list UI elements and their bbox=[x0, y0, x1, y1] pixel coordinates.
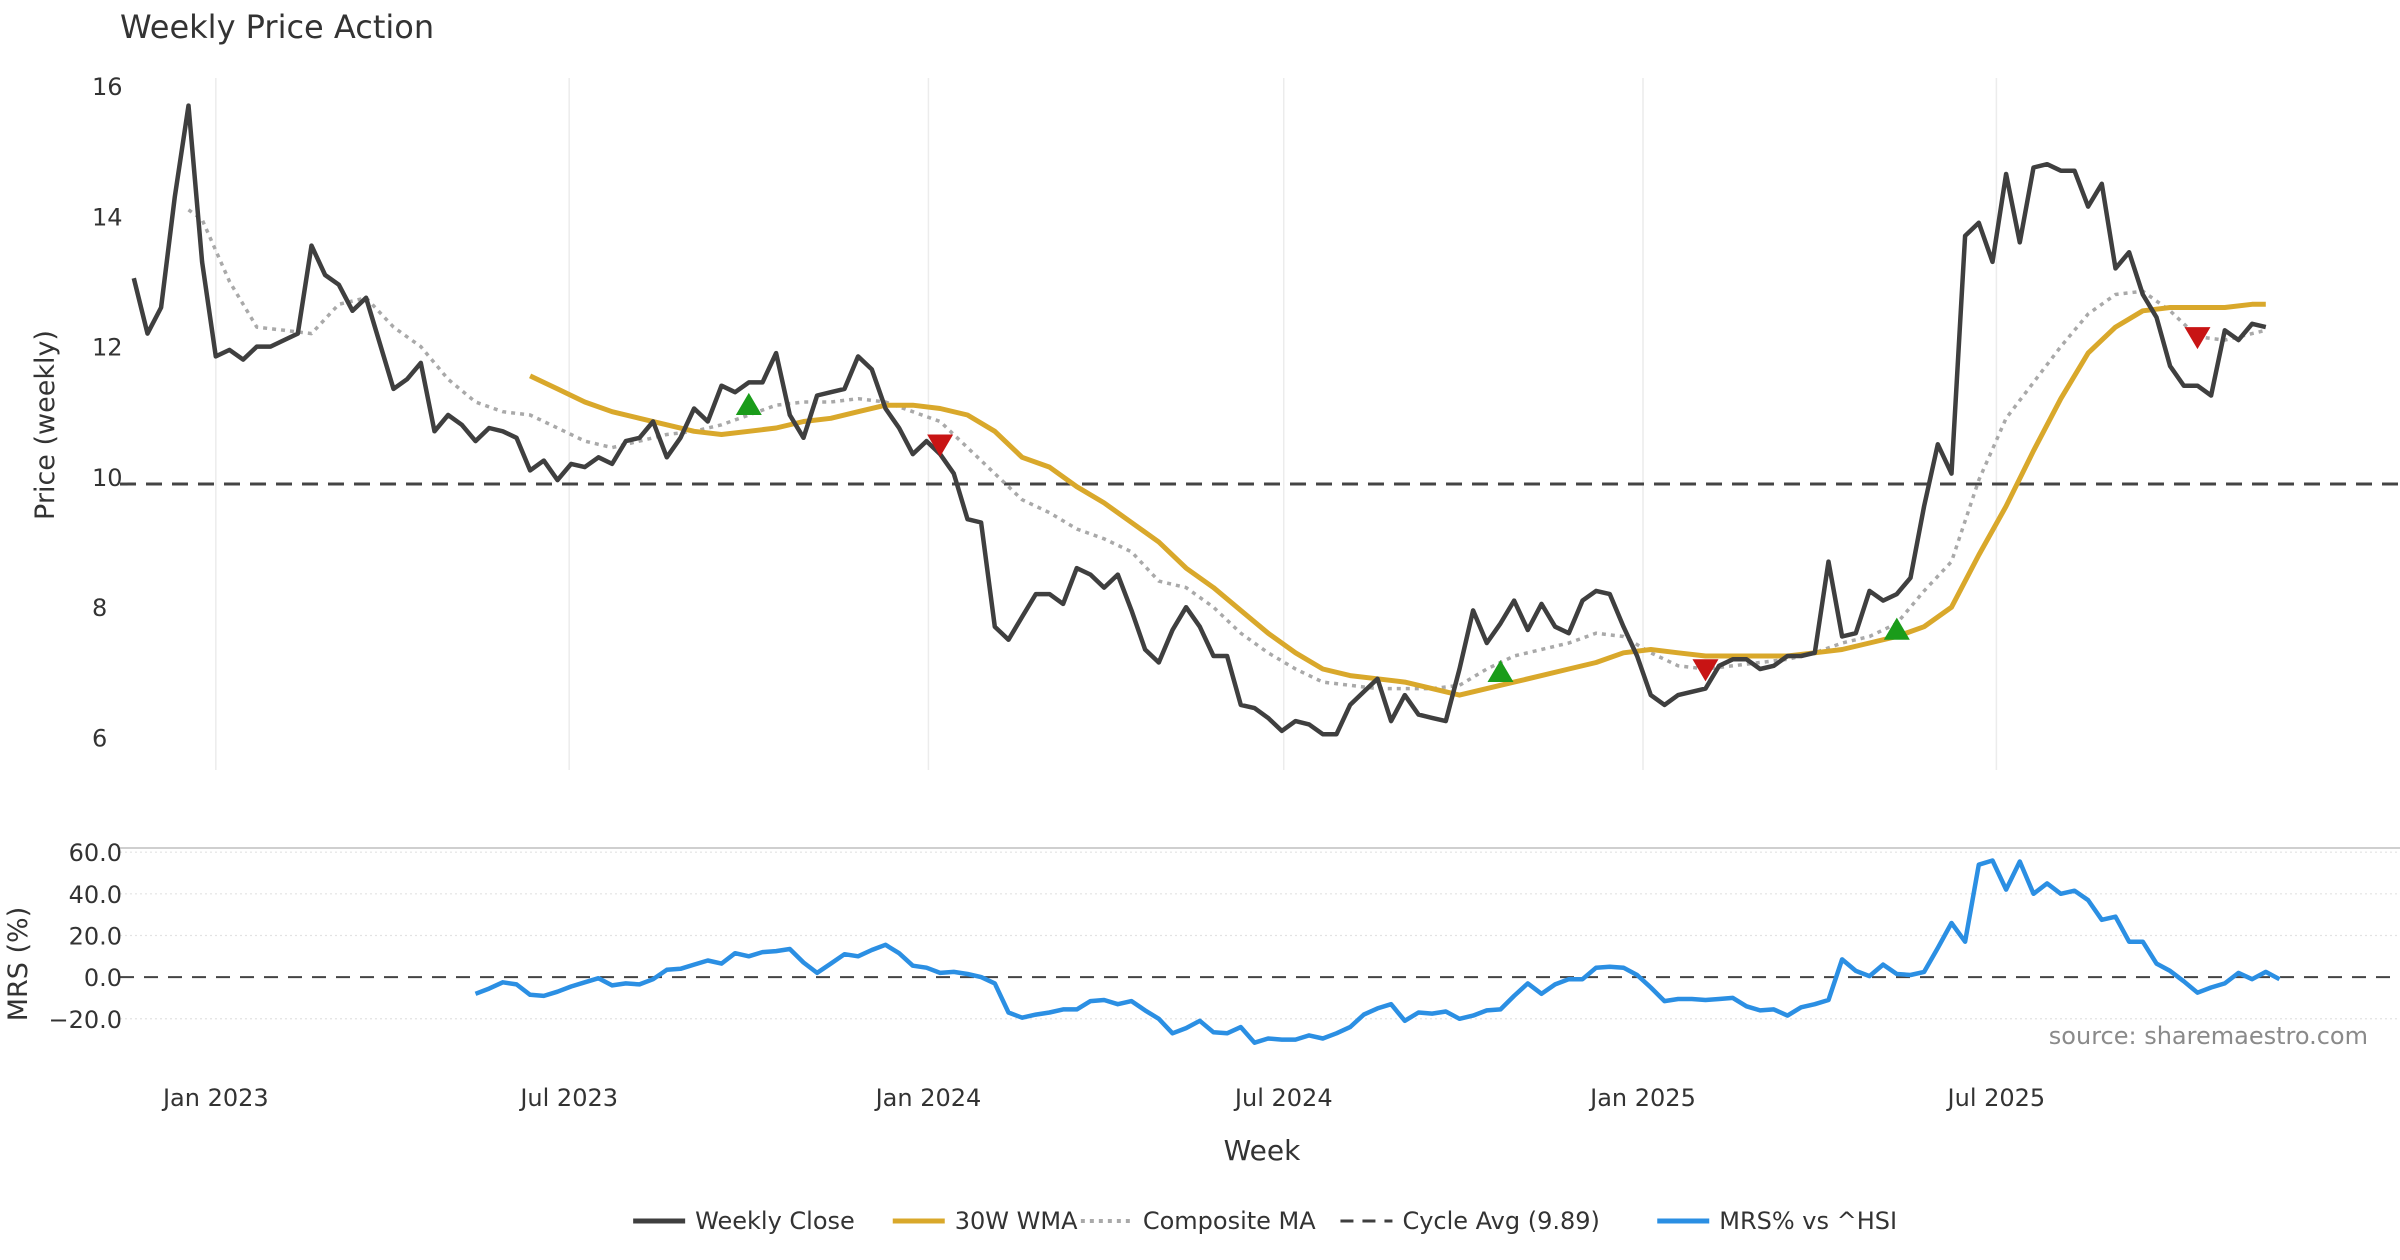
mrs-ytick-label: −20.0 bbox=[48, 1006, 122, 1034]
legend-item: Composite MA bbox=[1080, 1207, 1316, 1235]
price-ytick-label: 14 bbox=[92, 203, 123, 231]
legend-item: 30W WMA bbox=[892, 1207, 1078, 1235]
series-composite-ma bbox=[187, 208, 2267, 691]
mrs-axis-label: MRS (%) bbox=[3, 907, 34, 1022]
x-tick-label: Jul 2023 bbox=[518, 1084, 618, 1112]
series-mrs-vs-hsi bbox=[474, 858, 2281, 1045]
legend-item: Cycle Avg (9.89) bbox=[1340, 1207, 1600, 1235]
mrs-ytick-label: 60.0 bbox=[69, 839, 122, 867]
x-tick-label: Jan 2023 bbox=[161, 1084, 269, 1112]
sell-signal-marker bbox=[2184, 327, 2211, 350]
buy-signal-marker bbox=[1487, 659, 1514, 683]
sell-signal-marker bbox=[1692, 659, 1719, 682]
price-ytick-label: 16 bbox=[92, 73, 123, 101]
sell-signal-marker bbox=[927, 434, 954, 457]
mrs-ytick-label: 20.0 bbox=[69, 922, 122, 950]
x-tick-label: Jul 2024 bbox=[1233, 1084, 1333, 1112]
mrs-ytick-label: 40.0 bbox=[69, 881, 122, 909]
mrs-ytick-label: 0.0 bbox=[84, 964, 122, 992]
buy-signal-marker bbox=[735, 392, 762, 415]
legend-label: Cycle Avg (9.89) bbox=[1402, 1207, 1599, 1235]
price-ytick-label: 10 bbox=[92, 464, 123, 492]
price-axis-label: Price (weekly) bbox=[30, 330, 61, 520]
legend-label: 30W WMA bbox=[955, 1207, 1078, 1235]
source-annotation: source: sharemaestro.com bbox=[2049, 1022, 2368, 1050]
chart-title: Weekly Price Action bbox=[120, 8, 434, 46]
legend-item: Weekly Close bbox=[633, 1207, 855, 1235]
x-tick-label: Jul 2025 bbox=[1946, 1084, 2046, 1112]
x-tick-label: Jan 2024 bbox=[874, 1084, 982, 1112]
series-weekly-close bbox=[131, 103, 2267, 737]
legend-label: MRS% vs ^HSI bbox=[1719, 1207, 1897, 1235]
price-ytick-label: 12 bbox=[92, 334, 123, 362]
series-30w-wma bbox=[529, 301, 2266, 698]
price-ytick-label: 8 bbox=[92, 594, 107, 622]
price-ytick-label: 6 bbox=[92, 724, 107, 752]
buy-signal-marker bbox=[1883, 617, 1910, 640]
legend-label: Composite MA bbox=[1143, 1207, 1316, 1235]
legend-label: Weekly Close bbox=[695, 1207, 855, 1235]
x-axis-label: Week bbox=[1224, 1134, 1301, 1167]
legend-item: MRS% vs ^HSI bbox=[1657, 1207, 1897, 1235]
x-tick-label: Jan 2025 bbox=[1588, 1084, 1696, 1112]
